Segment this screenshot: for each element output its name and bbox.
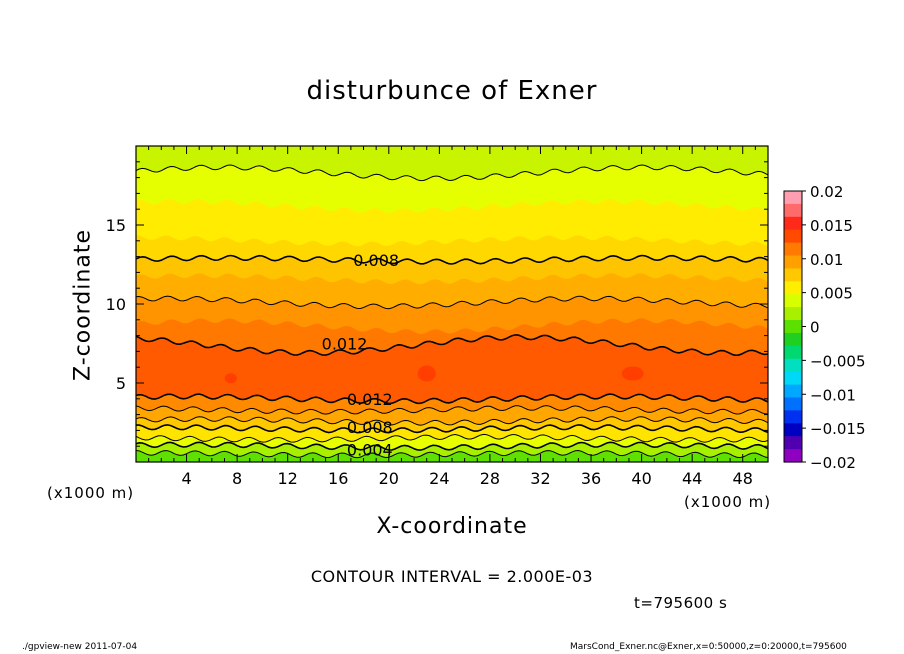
- chart-title: disturbunce of Exner: [306, 76, 598, 106]
- colorbar-swatch: [784, 255, 802, 270]
- z-unit-label: (x1000 m): [47, 484, 135, 502]
- footer-right: MarsCond_Exner.nc@Exner,x=0:50000,z=0:20…: [570, 642, 847, 652]
- x-tick-label: 32: [530, 469, 550, 488]
- colorbar-swatch: [784, 281, 802, 295]
- contour-line: [136, 424, 768, 434]
- colorbar-swatch: [784, 242, 802, 257]
- colorbar-swatch: [784, 307, 802, 321]
- colorbar-swatch: [784, 268, 802, 282]
- x-tick-label: 16: [328, 469, 348, 488]
- local-maximum: [417, 365, 436, 382]
- colorbar-swatch: [784, 320, 802, 334]
- x-tick-label: 12: [278, 469, 298, 488]
- contour-fill-band: [136, 450, 768, 462]
- contour-label: 0.012: [347, 390, 393, 409]
- x-tick-label: 40: [631, 469, 651, 488]
- x-tick-label: 48: [733, 469, 753, 488]
- contour-line: [136, 441, 768, 451]
- footer-left: ./gpview-new 2011-07-04: [22, 642, 138, 652]
- contour-label: 0.004: [347, 440, 393, 459]
- colorbar-swatch: [784, 229, 802, 244]
- time-stamp: t=795600 s: [634, 594, 728, 612]
- contour-line: [136, 164, 768, 182]
- y-axis-label: Z-coordinate: [70, 229, 96, 381]
- contour-line: [136, 449, 768, 459]
- contour-interval: CONTOUR INTERVAL = 2.000E-03: [310, 567, 594, 586]
- x-tick-label: 4: [181, 469, 191, 488]
- x-tick-label: 36: [581, 469, 601, 488]
- contour-line: [136, 433, 768, 443]
- y-tick-label: 15: [106, 216, 126, 235]
- contour-line: [136, 334, 768, 357]
- contour-line: [136, 416, 768, 426]
- colorbar-swatch: [784, 345, 802, 360]
- colorbar-swatch: [784, 371, 802, 386]
- colorbar-swatch: [784, 203, 802, 218]
- colorbar-tick-label: 0.01: [810, 251, 843, 269]
- x-tick-label: 28: [480, 469, 500, 488]
- y-tick-label: 10: [106, 295, 126, 314]
- colorbar-swatch: [784, 358, 802, 373]
- contour-line: [136, 393, 768, 405]
- colorbar-swatch: [784, 397, 802, 411]
- colorbar-tick-label: 0.015: [810, 217, 853, 235]
- colorbar-swatch: [784, 191, 802, 205]
- colorbar-tick-label: 0: [810, 319, 820, 337]
- colorbar-swatch: [784, 294, 802, 308]
- colorbar-tick-label: 0.005: [810, 285, 853, 303]
- colorbar-swatch: [784, 410, 802, 424]
- x-tick-label: 24: [429, 469, 449, 488]
- contour-label: 0.012: [322, 335, 368, 354]
- colorbar-swatch: [784, 436, 802, 450]
- x-tick-label: 20: [379, 469, 399, 488]
- colorbar-swatch: [784, 216, 802, 231]
- y-tick-label: 5: [116, 374, 126, 393]
- contour-label: 0.008: [347, 418, 393, 437]
- x-tick-label: 44: [682, 469, 702, 488]
- contour-line: [136, 295, 768, 310]
- colorbar-tick-label: −0.015: [810, 420, 866, 438]
- local-maximum: [621, 366, 644, 381]
- contour-line: [136, 405, 768, 415]
- contour-line: [136, 254, 768, 265]
- local-maximum: [224, 373, 237, 384]
- x-unit-label: (x1000 m): [684, 493, 772, 511]
- colorbar-swatch: [784, 332, 802, 347]
- colorbar-swatch: [784, 384, 802, 399]
- x-axis-label: X-coordinate: [376, 514, 528, 539]
- colorbar-tick-label: −0.01: [810, 386, 856, 404]
- colorbar-swatch: [784, 449, 802, 463]
- colorbar-tick-label: −0.02: [810, 454, 856, 472]
- x-tick-label: 8: [232, 469, 242, 488]
- colorbar-swatch: [784, 423, 802, 437]
- colorbar-tick-label: −0.005: [810, 352, 866, 370]
- colorbar-tick-label: 0.02: [810, 183, 843, 201]
- contour-label: 0.008: [353, 251, 399, 270]
